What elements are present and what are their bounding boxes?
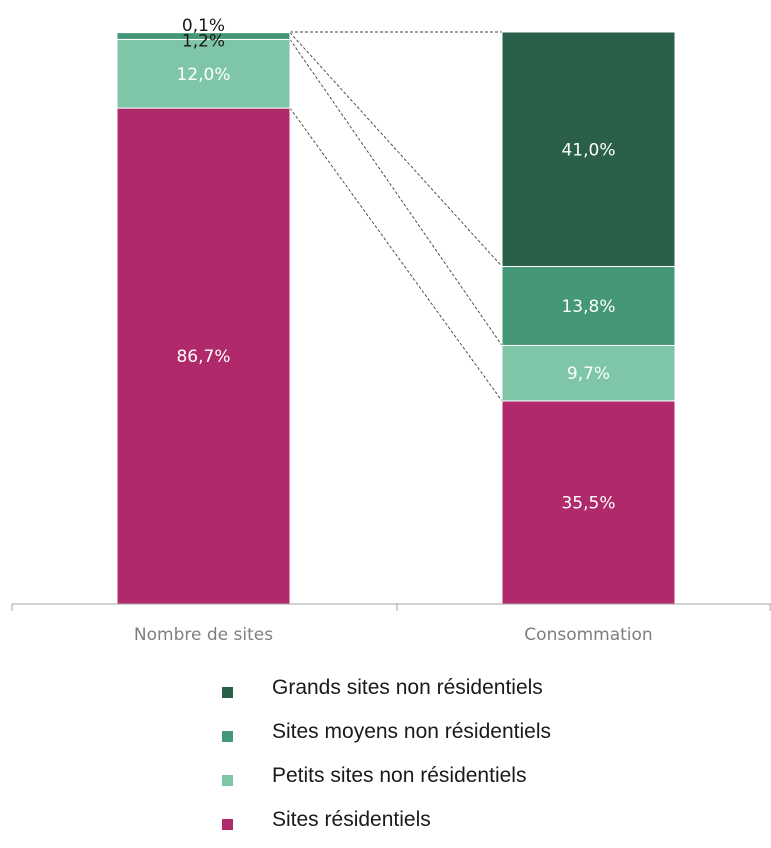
bar-segment-petits-1 bbox=[116, 38, 291, 109]
data-label-petits-1: 12,0% bbox=[176, 65, 230, 85]
connector-line bbox=[289, 39, 503, 346]
bar-segment-petits-2 bbox=[501, 344, 676, 402]
stacked-bar-chart: 86,7% 12,0% 1,2%0,1% 35,5% 9,7% 13,8% 41,0% No… bbox=[11, 16, 771, 645]
data-label-moyens-2: 13,8% bbox=[561, 297, 615, 317]
bar-segment-moyens-2 bbox=[501, 266, 676, 346]
connector-line bbox=[289, 107, 503, 402]
x-axis: Nombre de sites Consommation bbox=[11, 603, 771, 645]
segment-labels: 86,7% 12,0% 1,2%0,1% 35,5% 9,7% 13,8% 41,0% bbox=[176, 16, 615, 513]
bar-segments bbox=[116, 31, 676, 605]
data-label-petits-2: 9,7% bbox=[567, 364, 610, 384]
data-label-grands-1: 0,1% bbox=[182, 16, 225, 36]
data-label-residentiel-2: 35,5% bbox=[561, 493, 615, 513]
legend-swatch bbox=[222, 775, 233, 786]
legend-swatch bbox=[222, 731, 233, 742]
data-label-moyens-1: 1,2% bbox=[182, 32, 225, 52]
bar-segment-grands-1 bbox=[116, 31, 291, 34]
legend-label: Grands sites non résidentiels bbox=[272, 676, 543, 699]
connector-lines bbox=[289, 31, 503, 402]
legend-label: Sites moyens non résidentiels bbox=[272, 720, 551, 743]
bar-segment-residentiel-2 bbox=[501, 400, 676, 605]
legend-swatch bbox=[222, 819, 233, 830]
data-label-residentiel-1: 86,7% bbox=[176, 347, 230, 367]
legend-label: Petits sites non résidentiels bbox=[272, 764, 527, 787]
connector-line bbox=[289, 32, 503, 267]
data-label-grands-2: 41,0% bbox=[561, 140, 615, 160]
x-tick-label: Consommation bbox=[524, 625, 652, 645]
bar-segment-grands-2 bbox=[501, 31, 676, 268]
legend-swatch bbox=[222, 687, 233, 698]
x-tick-label: Nombre de sites bbox=[134, 625, 273, 645]
legend-label: Sites résidentiels bbox=[272, 808, 431, 831]
